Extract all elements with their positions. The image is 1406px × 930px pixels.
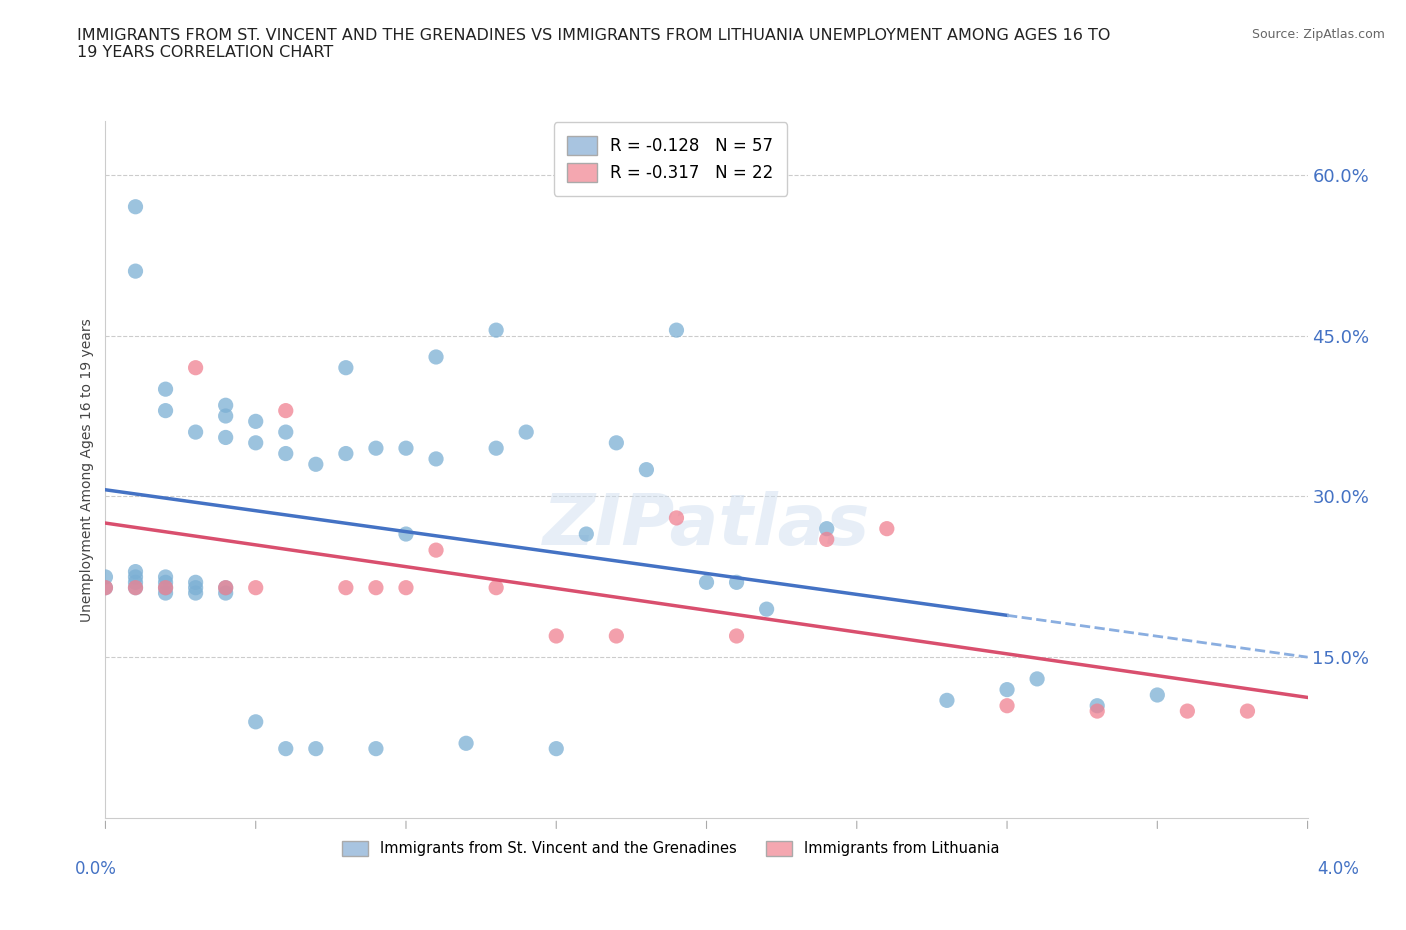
Point bbox=[214, 580, 236, 595]
Point bbox=[485, 441, 508, 456]
Text: 4.0%: 4.0% bbox=[1317, 860, 1360, 878]
Point bbox=[305, 457, 328, 472]
Point bbox=[184, 586, 207, 601]
Point bbox=[214, 430, 236, 445]
Point bbox=[184, 360, 207, 375]
Point bbox=[546, 741, 568, 756]
Text: ZIPatlas: ZIPatlas bbox=[543, 491, 870, 560]
Point bbox=[515, 425, 537, 440]
Point bbox=[155, 580, 177, 595]
Point bbox=[274, 425, 297, 440]
Point bbox=[214, 586, 236, 601]
Text: Source: ZipAtlas.com: Source: ZipAtlas.com bbox=[1251, 28, 1385, 41]
Point bbox=[995, 698, 1018, 713]
Point bbox=[696, 575, 718, 590]
Point bbox=[124, 569, 146, 584]
Point bbox=[815, 532, 838, 547]
Point bbox=[364, 580, 387, 595]
Point bbox=[274, 446, 297, 461]
Point bbox=[94, 580, 117, 595]
Point bbox=[214, 408, 236, 423]
Point bbox=[245, 580, 267, 595]
Point bbox=[335, 580, 357, 595]
Point bbox=[245, 435, 267, 450]
Y-axis label: Unemployment Among Ages 16 to 19 years: Unemployment Among Ages 16 to 19 years bbox=[80, 318, 94, 621]
Point bbox=[94, 569, 117, 584]
Point bbox=[395, 526, 418, 541]
Point bbox=[335, 446, 357, 461]
Point bbox=[184, 580, 207, 595]
Point bbox=[155, 586, 177, 601]
Point bbox=[305, 741, 328, 756]
Point bbox=[124, 580, 146, 595]
Point bbox=[995, 683, 1018, 698]
Point bbox=[155, 569, 177, 584]
Point bbox=[725, 575, 748, 590]
Point bbox=[815, 521, 838, 536]
Point bbox=[605, 435, 627, 450]
Point bbox=[575, 526, 598, 541]
Point bbox=[425, 350, 447, 365]
Point bbox=[1085, 698, 1108, 713]
Point bbox=[124, 580, 146, 595]
Point bbox=[456, 736, 478, 751]
Point bbox=[1085, 704, 1108, 719]
Point bbox=[124, 575, 146, 590]
Point bbox=[755, 602, 778, 617]
Point bbox=[485, 323, 508, 338]
Point bbox=[155, 575, 177, 590]
Point bbox=[1146, 687, 1168, 702]
Point bbox=[876, 521, 898, 536]
Point bbox=[245, 714, 267, 729]
Point bbox=[546, 629, 568, 644]
Point bbox=[155, 404, 177, 418]
Text: IMMIGRANTS FROM ST. VINCENT AND THE GRENADINES VS IMMIGRANTS FROM LITHUANIA UNEM: IMMIGRANTS FROM ST. VINCENT AND THE GREN… bbox=[77, 28, 1111, 60]
Point bbox=[274, 404, 297, 418]
Point bbox=[605, 629, 627, 644]
Point bbox=[1026, 671, 1049, 686]
Point bbox=[245, 414, 267, 429]
Point bbox=[155, 580, 177, 595]
Legend: Immigrants from St. Vincent and the Grenadines, Immigrants from Lithuania: Immigrants from St. Vincent and the Gren… bbox=[335, 833, 1007, 863]
Point bbox=[665, 511, 688, 525]
Text: 0.0%: 0.0% bbox=[75, 860, 117, 878]
Point bbox=[364, 441, 387, 456]
Point bbox=[184, 425, 207, 440]
Point bbox=[665, 323, 688, 338]
Point bbox=[425, 451, 447, 466]
Point bbox=[94, 580, 117, 595]
Point bbox=[395, 441, 418, 456]
Point bbox=[124, 565, 146, 579]
Point bbox=[936, 693, 959, 708]
Point bbox=[485, 580, 508, 595]
Point bbox=[1236, 704, 1258, 719]
Point bbox=[124, 264, 146, 279]
Point bbox=[725, 629, 748, 644]
Point bbox=[425, 543, 447, 558]
Point bbox=[274, 741, 297, 756]
Point bbox=[184, 575, 207, 590]
Point bbox=[335, 360, 357, 375]
Point bbox=[124, 199, 146, 214]
Point bbox=[395, 580, 418, 595]
Point bbox=[1177, 704, 1199, 719]
Point bbox=[636, 462, 658, 477]
Point bbox=[214, 580, 236, 595]
Point bbox=[364, 741, 387, 756]
Point bbox=[214, 398, 236, 413]
Point bbox=[155, 381, 177, 396]
